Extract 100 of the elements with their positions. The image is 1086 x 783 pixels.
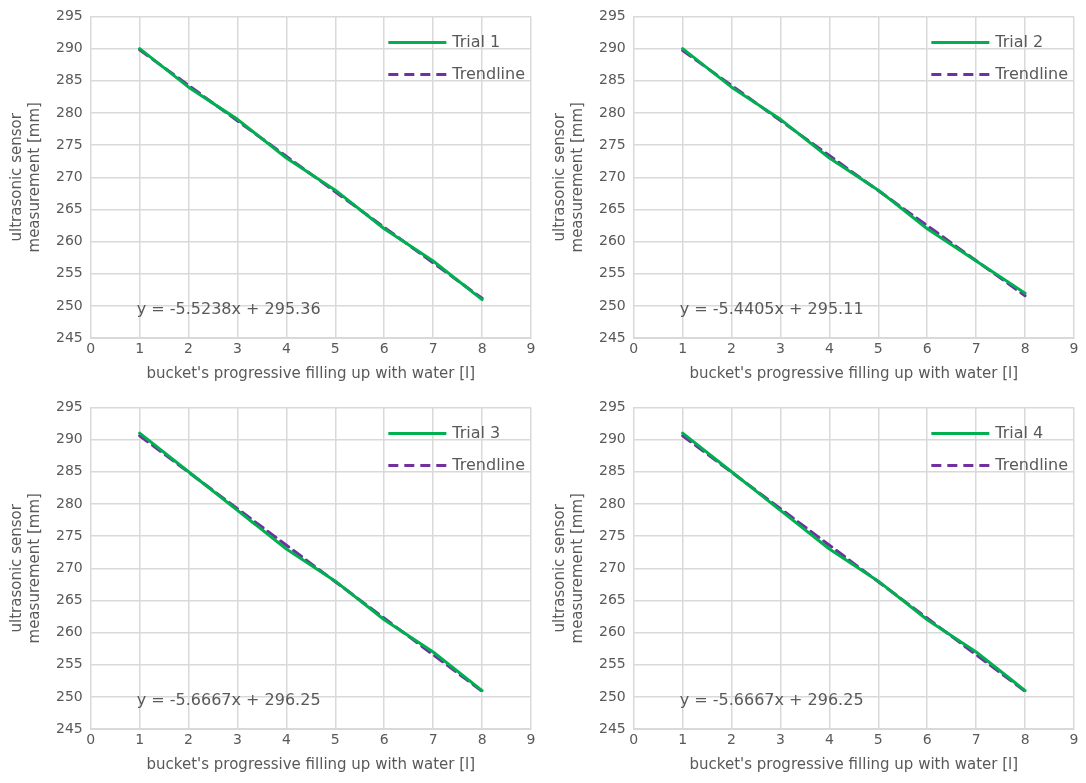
y-tick-label: 285 xyxy=(598,71,626,88)
x-tick-label: 4 xyxy=(281,731,291,748)
x-tick-label: 8 xyxy=(1020,340,1030,357)
x-tick-label: 7 xyxy=(971,731,981,748)
x-tick-label: 1 xyxy=(678,340,688,357)
y-tick-label: 265 xyxy=(55,200,83,217)
y-tick-label: 295 xyxy=(598,398,626,415)
y-tick-label: 280 xyxy=(55,494,83,511)
x-tick-label: 1 xyxy=(135,731,145,748)
x-axis-title: bucket's progressive filling up with water [l] xyxy=(146,754,476,773)
y-tick-label: 295 xyxy=(55,7,83,24)
x-tick-label: 0 xyxy=(629,731,639,748)
annotation: y = -5.6667x + 296.25 xyxy=(136,690,321,710)
x-tick-label: 2 xyxy=(184,340,194,357)
x-tick-label: 4 xyxy=(281,340,291,357)
annotation: y = -5.5238x + 295.36 xyxy=(136,299,321,319)
y-axis-title: ultrasonic sensor measurement [mm] xyxy=(6,102,43,253)
x-tick-label: 7 xyxy=(428,340,438,357)
y-tick-label: 280 xyxy=(598,103,626,120)
y-axis-title: ultrasonic sensor measurement [mm] xyxy=(6,493,43,644)
x-tick-label: 9 xyxy=(1069,731,1079,748)
y-tick-label: 280 xyxy=(55,103,83,120)
x-tick-label: 6 xyxy=(922,340,932,357)
x-tick-label: 2 xyxy=(727,731,737,748)
y-tick-label: 270 xyxy=(598,558,626,575)
legend-label: Trial 4 xyxy=(994,422,1044,442)
y-tick-label: 275 xyxy=(55,135,83,152)
y-tick-label: 295 xyxy=(55,398,83,415)
annotation: y = -5.4405x + 295.11 xyxy=(679,299,864,319)
legend-label: Trendline xyxy=(994,454,1069,474)
x-tick-label: 9 xyxy=(1069,340,1079,357)
y-tick-label: 275 xyxy=(55,526,83,543)
x-tick-label: 5 xyxy=(873,340,883,357)
y-tick-label: 260 xyxy=(55,623,83,640)
y-tick-label: 245 xyxy=(598,328,626,345)
x-tick-label: 7 xyxy=(428,731,438,748)
y-tick-label: 260 xyxy=(598,232,626,249)
y-tick-label: 255 xyxy=(55,655,83,672)
y-axis-title: ultrasonic sensor measurement [mm] xyxy=(549,493,586,644)
y-tick-label: 290 xyxy=(55,39,83,56)
x-tick-label: 8 xyxy=(477,340,487,357)
x-tick-label: 4 xyxy=(824,731,834,748)
legend-label: Trendline xyxy=(451,454,526,474)
x-tick-label: 8 xyxy=(477,731,487,748)
x-tick-label: 2 xyxy=(184,731,194,748)
x-tick-label: 9 xyxy=(526,340,536,357)
x-axis-title: bucket's progressive filling up with water [l] xyxy=(146,363,476,382)
y-tick-label: 260 xyxy=(598,623,626,640)
legend-label: Trial 3 xyxy=(451,422,501,442)
y-tick-label: 285 xyxy=(598,462,626,479)
x-tick-label: 0 xyxy=(86,731,96,748)
y-tick-label: 250 xyxy=(55,687,83,704)
x-tick-label: 3 xyxy=(776,731,785,748)
legend-label: Trendline xyxy=(451,63,526,83)
y-tick-label: 245 xyxy=(55,719,83,736)
x-tick-label: 1 xyxy=(135,340,145,357)
y-tick-label: 275 xyxy=(598,135,626,152)
x-tick-label: 0 xyxy=(86,340,96,357)
x-tick-label: 5 xyxy=(330,340,340,357)
x-tick-label: 4 xyxy=(824,340,834,357)
legend-label: Trendline xyxy=(994,63,1069,83)
y-tick-label: 285 xyxy=(55,71,83,88)
x-tick-label: 1 xyxy=(678,731,688,748)
y-tick-label: 250 xyxy=(598,687,626,704)
y-tick-label: 285 xyxy=(55,462,83,479)
y-tick-label: 265 xyxy=(598,200,626,217)
y-axis-title: ultrasonic sensor measurement [mm] xyxy=(549,102,586,253)
x-tick-label: 6 xyxy=(922,731,932,748)
x-tick-label: 0 xyxy=(629,340,639,357)
y-tick-label: 270 xyxy=(598,167,626,184)
x-tick-label: 5 xyxy=(330,731,340,748)
x-axis-title: bucket's progressive filling up with water [l] xyxy=(689,363,1019,382)
y-tick-label: 260 xyxy=(55,232,83,249)
y-tick-label: 280 xyxy=(598,494,626,511)
x-tick-label: 8 xyxy=(1020,731,1030,748)
y-tick-label: 290 xyxy=(55,430,83,447)
y-tick-label: 255 xyxy=(55,264,83,281)
legend-label: Trial 2 xyxy=(994,31,1044,51)
x-tick-label: 7 xyxy=(971,340,981,357)
legend-label: Trial 1 xyxy=(451,31,501,51)
y-tick-label: 270 xyxy=(55,167,83,184)
y-tick-label: 255 xyxy=(598,264,626,281)
y-tick-label: 295 xyxy=(598,7,626,24)
y-tick-label: 250 xyxy=(598,296,626,313)
y-tick-label: 245 xyxy=(55,328,83,345)
x-tick-label: 2 xyxy=(727,340,737,357)
y-tick-label: 290 xyxy=(598,39,626,56)
y-tick-label: 270 xyxy=(55,558,83,575)
y-tick-label: 245 xyxy=(598,719,626,736)
x-tick-label: 9 xyxy=(526,731,536,748)
y-tick-label: 290 xyxy=(598,430,626,447)
x-tick-label: 6 xyxy=(379,731,389,748)
x-tick-label: 3 xyxy=(233,731,242,748)
x-tick-label: 3 xyxy=(233,340,242,357)
x-tick-label: 3 xyxy=(776,340,785,357)
y-tick-label: 265 xyxy=(55,591,83,608)
y-tick-label: 250 xyxy=(55,296,83,313)
y-tick-label: 265 xyxy=(598,591,626,608)
x-axis-title: bucket's progressive filling up with water [l] xyxy=(689,754,1019,773)
x-tick-label: 5 xyxy=(873,731,883,748)
